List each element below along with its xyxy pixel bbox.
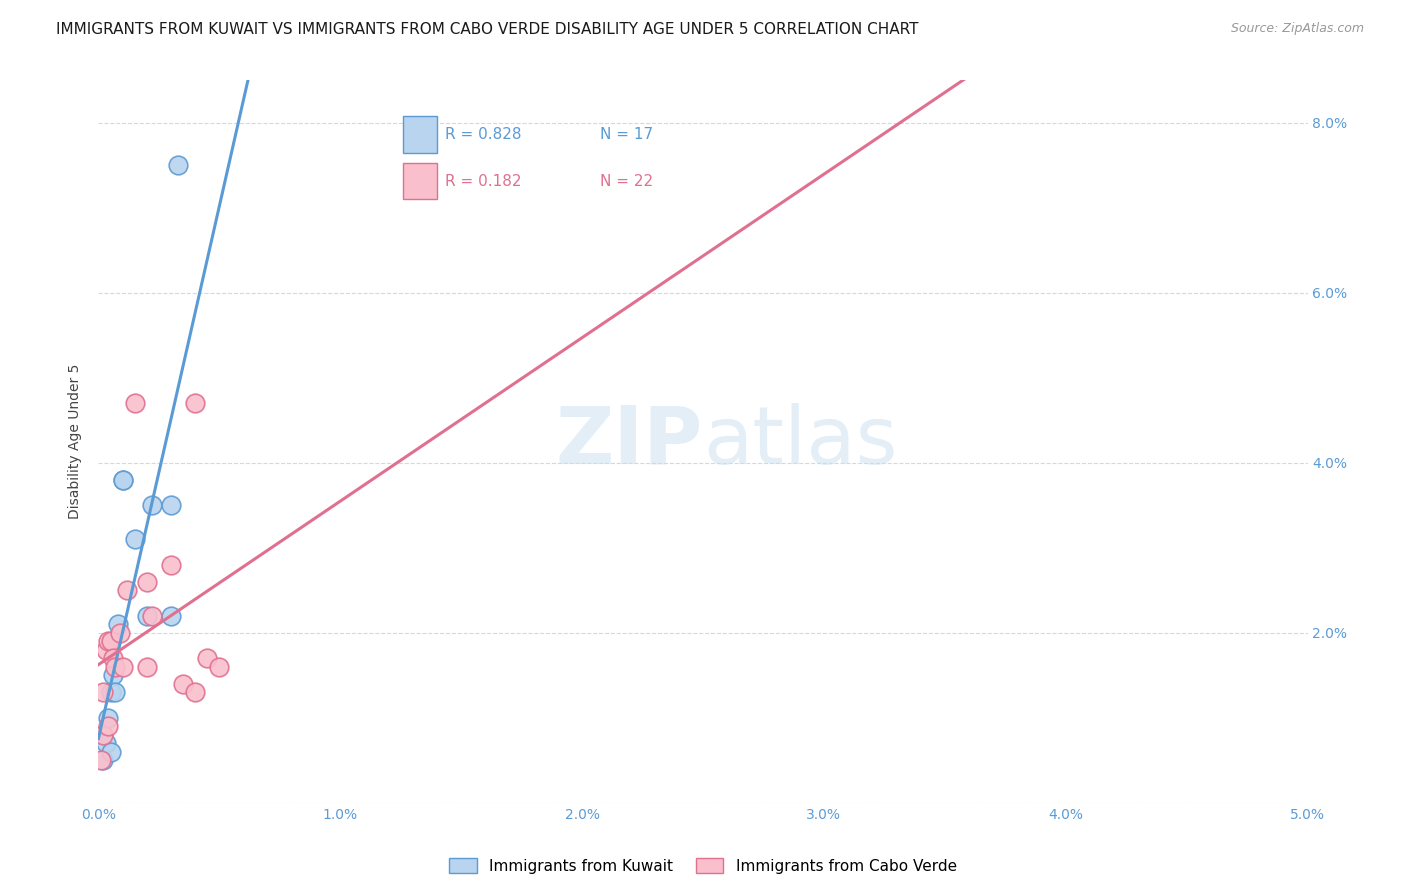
Text: R = 0.828: R = 0.828	[446, 127, 522, 142]
Text: atlas: atlas	[703, 402, 897, 481]
Point	[141, 498, 163, 512]
FancyBboxPatch shape	[404, 163, 437, 200]
Point	[172, 677, 194, 691]
Point	[160, 498, 183, 512]
Point	[160, 608, 183, 623]
Point	[97, 719, 120, 733]
FancyBboxPatch shape	[404, 116, 437, 153]
Point	[94, 736, 117, 750]
Text: N = 17: N = 17	[600, 127, 654, 142]
Point	[100, 745, 122, 759]
Text: ZIP: ZIP	[555, 402, 703, 481]
Point	[135, 574, 157, 589]
Point	[108, 625, 131, 640]
Point	[135, 660, 157, 674]
Point	[107, 617, 129, 632]
Point	[184, 685, 207, 699]
Y-axis label: Disability Age Under 5: Disability Age Under 5	[69, 364, 83, 519]
Point	[97, 634, 120, 648]
Text: R = 0.182: R = 0.182	[446, 174, 522, 189]
Point	[101, 651, 124, 665]
Point	[167, 158, 190, 172]
Point	[135, 608, 157, 623]
Legend: Immigrants from Kuwait, Immigrants from Cabo Verde: Immigrants from Kuwait, Immigrants from …	[443, 852, 963, 880]
Point	[104, 660, 127, 674]
Point	[91, 728, 114, 742]
Point	[91, 728, 114, 742]
Point	[124, 533, 146, 547]
Text: IMMIGRANTS FROM KUWAIT VS IMMIGRANTS FROM CABO VERDE DISABILITY AGE UNDER 5 CORR: IMMIGRANTS FROM KUWAIT VS IMMIGRANTS FRO…	[56, 22, 918, 37]
Point	[111, 660, 134, 674]
Point	[91, 753, 114, 767]
Point	[101, 668, 124, 682]
Point	[111, 473, 134, 487]
Point	[124, 396, 146, 410]
Point	[117, 583, 139, 598]
Point	[208, 660, 231, 674]
Point	[90, 753, 112, 767]
Text: Source: ZipAtlas.com: Source: ZipAtlas.com	[1230, 22, 1364, 36]
Point	[111, 473, 134, 487]
Point	[184, 396, 207, 410]
Point	[91, 685, 114, 699]
Point	[160, 558, 183, 572]
Point	[97, 711, 120, 725]
Point	[141, 608, 163, 623]
Point	[94, 642, 117, 657]
Point	[104, 685, 127, 699]
Point	[100, 685, 122, 699]
Point	[195, 651, 218, 665]
Point	[100, 634, 122, 648]
Text: N = 22: N = 22	[600, 174, 654, 189]
